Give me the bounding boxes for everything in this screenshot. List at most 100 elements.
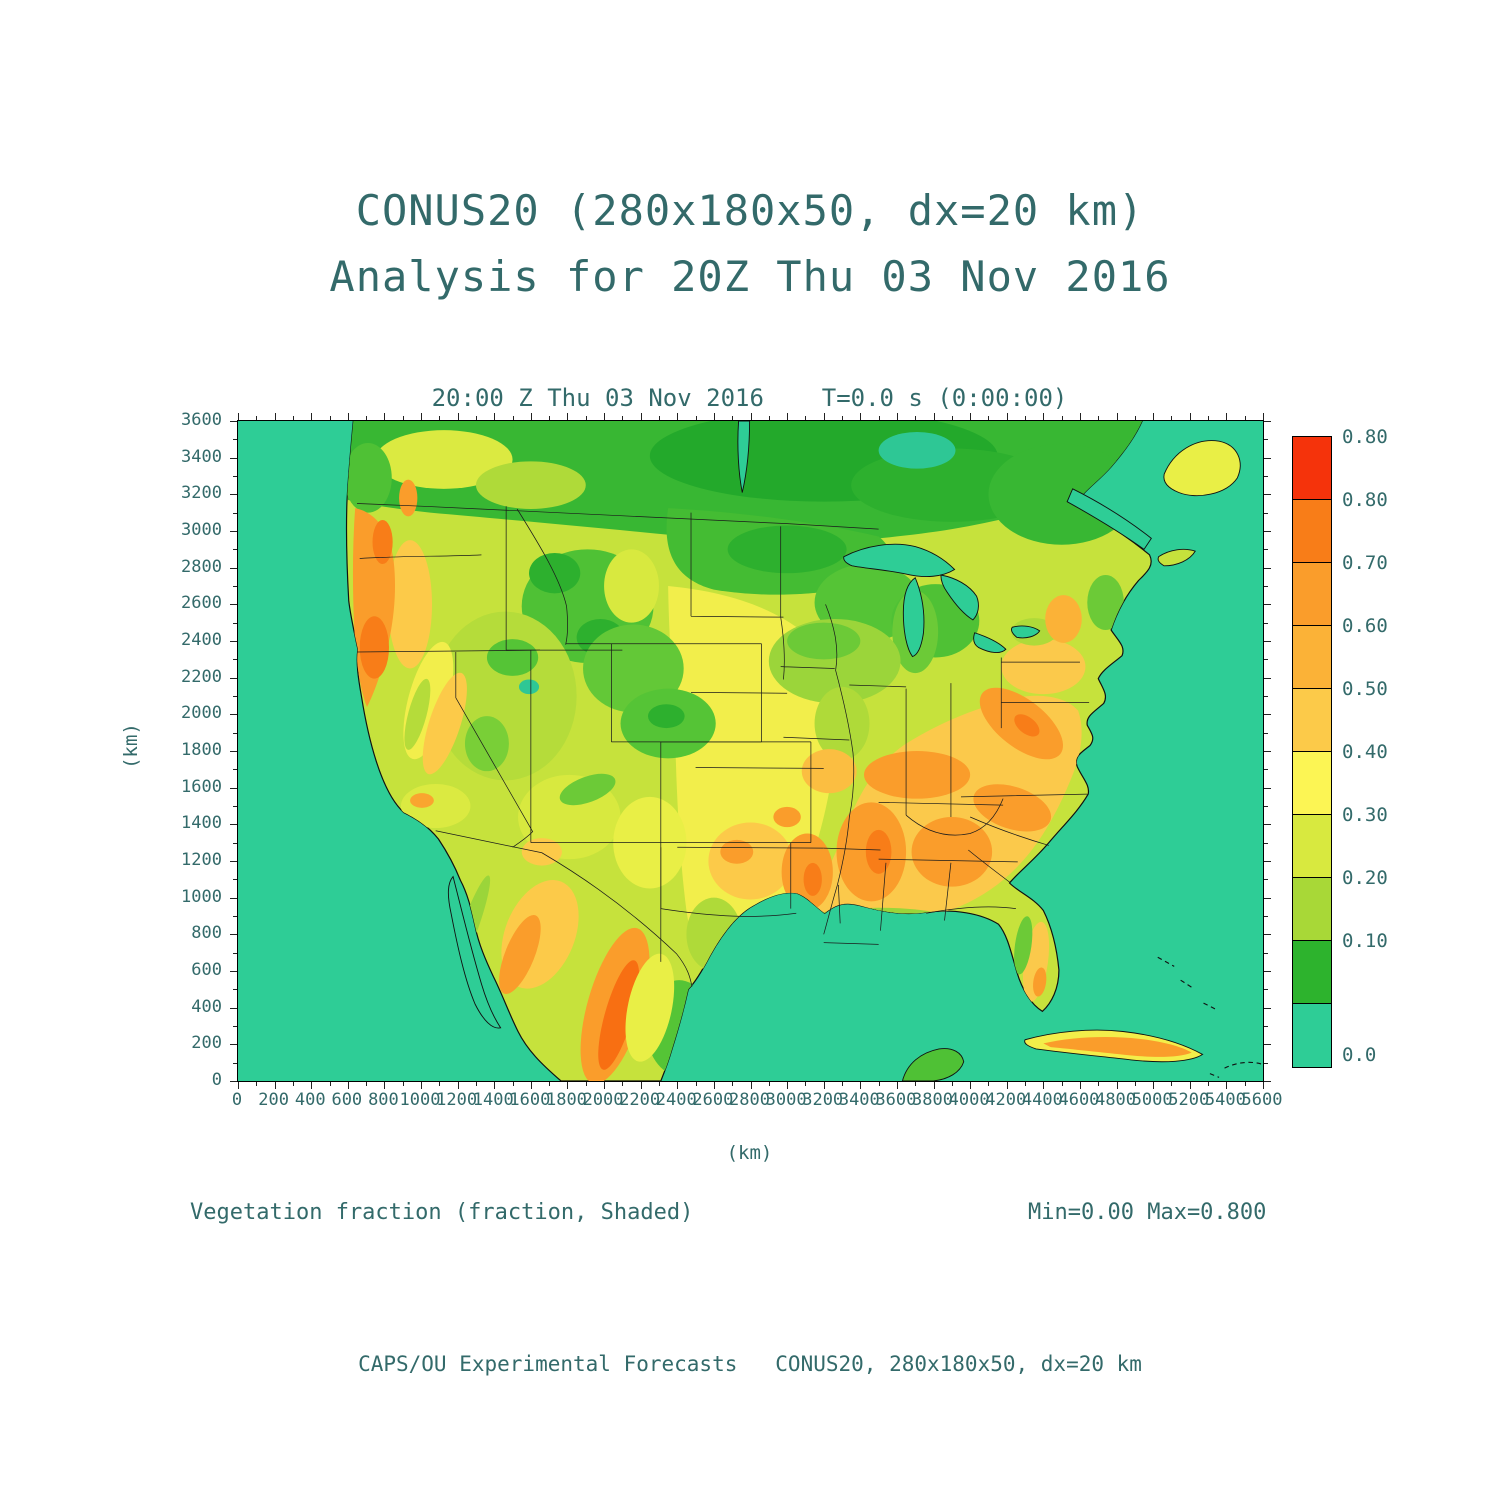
right-axis-tick <box>1264 622 1268 624</box>
bottom-axis-tick <box>1061 1082 1063 1086</box>
right-axis-tick <box>1264 971 1271 972</box>
top-axis-tick <box>878 416 880 420</box>
bottom-axis-tick <box>622 1082 624 1086</box>
x-tick-label: 4600 <box>1058 1090 1100 1110</box>
left-axis-tick <box>230 1081 237 1082</box>
bottom-axis-tick <box>915 1082 917 1086</box>
bottom-axis-tick <box>970 1082 972 1089</box>
x-axis-title: (km) <box>726 1142 773 1164</box>
credit-line: CAPS/OU Experimental Forecasts CONUS20, … <box>358 1352 1142 1376</box>
y-tick-label: 2400 <box>181 630 222 650</box>
bottom-axis-tick <box>439 1082 441 1086</box>
bottom-axis-tick <box>787 1082 789 1089</box>
top-axis-tick <box>421 413 423 420</box>
right-axis-tick <box>1264 989 1268 991</box>
bottom-axis-tick <box>1263 1082 1264 1089</box>
right-axis-tick <box>1264 457 1271 459</box>
top-axis-tick <box>896 413 898 420</box>
top-axis-tick <box>951 416 953 420</box>
bottom-axis-tick <box>1226 1082 1228 1089</box>
bottom-axis-tick <box>421 1082 423 1089</box>
bottom-axis-tick <box>1006 1082 1008 1089</box>
bottom-axis-tick <box>512 1082 514 1086</box>
bottom-axis-tick <box>695 1082 697 1086</box>
left-axis-tick <box>230 677 237 679</box>
dashed-islands <box>1157 956 1263 1078</box>
x-tick-label: 2200 <box>619 1090 661 1110</box>
y-tick-label: 2200 <box>181 666 222 687</box>
colorbar-label: 0.10 <box>1342 930 1388 952</box>
left-axis-tick <box>230 971 237 972</box>
top-axis-tick <box>1116 413 1118 420</box>
y-tick-label: 1400 <box>181 813 222 834</box>
x-tick-label: 1000 <box>399 1090 441 1110</box>
x-tick-label: 3000 <box>765 1090 807 1110</box>
right-axis-tick <box>1264 824 1271 826</box>
top-axis-tick <box>1208 416 1210 420</box>
top-axis-tick <box>292 416 294 420</box>
x-tick-label: 4200 <box>985 1090 1027 1110</box>
y-tick-label: 0 <box>211 1070 222 1090</box>
x-tick-label: 3600 <box>875 1090 917 1110</box>
left-axis-tick <box>233 732 237 734</box>
bottom-axis-tick <box>823 1082 825 1089</box>
x-tick-label: 3800 <box>912 1090 954 1110</box>
y-tick-label: 3600 <box>181 410 222 430</box>
left-axis-tick <box>230 1007 237 1009</box>
left-axis-tick <box>230 787 237 789</box>
left-axis-tick <box>233 659 237 661</box>
top-axis-tick <box>842 416 844 420</box>
top-axis-tick <box>1153 413 1155 420</box>
colorbar <box>1292 436 1332 1068</box>
left-axis-tick <box>230 421 237 422</box>
y-tick-label: 1600 <box>181 776 222 797</box>
colorbar-box <box>1293 689 1331 752</box>
left-axis-tick <box>233 549 237 551</box>
right-axis-tick <box>1264 421 1271 422</box>
bottom-axis-tick <box>384 1082 386 1089</box>
min-max-label: Min=0.00 Max=0.800 <box>1028 1200 1267 1225</box>
right-axis-tick <box>1264 934 1271 936</box>
left-axis-tick <box>233 769 237 771</box>
x-tick-label: 4000 <box>948 1090 990 1110</box>
map-plot-area <box>230 413 1271 1089</box>
state-borders <box>356 503 1090 987</box>
bottom-axis-tick <box>1079 1082 1081 1089</box>
right-axis-tick <box>1264 916 1268 917</box>
left-axis-tick <box>233 696 237 697</box>
top-axis-tick <box>915 416 917 420</box>
top-axis-tick <box>366 416 368 420</box>
y-tick-label: 800 <box>191 923 222 944</box>
y-tick-label: 2800 <box>181 556 222 577</box>
left-axis-tick <box>233 879 237 881</box>
right-axis-tick <box>1264 1081 1271 1082</box>
top-axis-tick <box>1006 413 1008 420</box>
x-tick-label: 2600 <box>692 1090 734 1110</box>
top-axis-tick <box>768 416 770 420</box>
top-axis-tick <box>805 416 807 420</box>
vegetation-fraction-map <box>238 421 1263 1081</box>
x-tick-label: 5000 <box>1131 1090 1173 1110</box>
bottom-axis-tick <box>658 1082 660 1086</box>
bottom-axis-tick <box>1153 1082 1155 1089</box>
bottom-axis-tick <box>1098 1082 1100 1086</box>
right-axis-tick <box>1264 476 1268 477</box>
top-axis-tick <box>402 416 404 420</box>
left-axis-tick <box>230 751 237 752</box>
left-axis-tick <box>230 934 237 936</box>
bottom-axis-tick <box>347 1082 349 1089</box>
bottom-axis-tick <box>1189 1082 1191 1089</box>
bottom-axis-tick <box>842 1082 844 1086</box>
colorbar-box <box>1293 941 1331 1004</box>
x-tick-label: 2000 <box>582 1090 624 1110</box>
x-tick-label: 600 <box>331 1090 363 1110</box>
x-axis-tick-labels: 0 200 400 600 800 1000 1200 1400 1600 1800 2000 220… <box>232 1090 1283 1114</box>
top-axis-tick <box>238 413 239 420</box>
left-axis-tick <box>233 806 237 807</box>
top-axis-tick <box>988 416 990 420</box>
right-axis-tick <box>1264 842 1268 844</box>
right-axis-tick <box>1264 806 1268 807</box>
right-axis-tick <box>1264 787 1271 789</box>
left-axis-tick <box>230 824 237 826</box>
top-axis-tick <box>640 413 642 420</box>
